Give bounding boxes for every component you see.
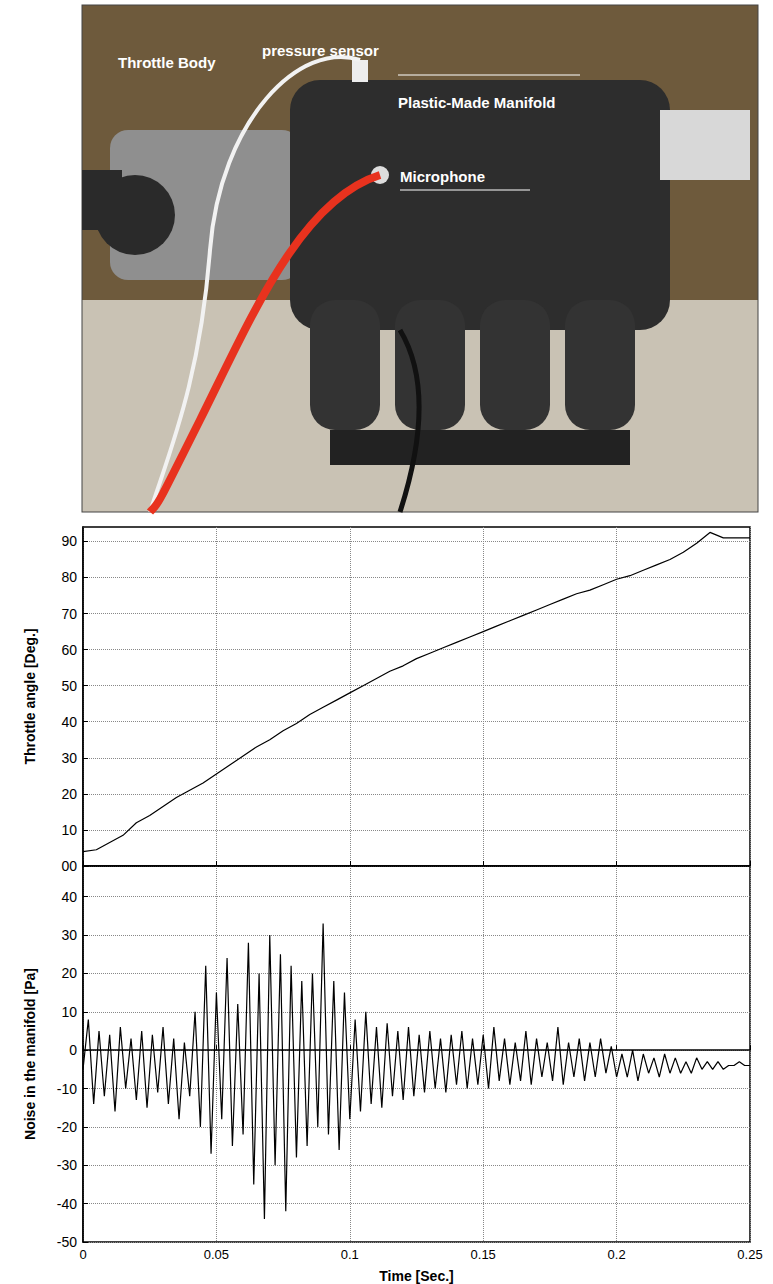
svg-text:80: 80 (61, 569, 77, 585)
svg-text:30: 30 (61, 750, 77, 766)
svg-text:0: 0 (69, 1042, 77, 1058)
svg-text:60: 60 (61, 642, 77, 658)
svg-text:0.1: 0.1 (341, 1247, 359, 1262)
svg-text:10: 10 (61, 822, 77, 838)
svg-text:Microphone: Microphone (400, 168, 485, 185)
svg-text:0.15: 0.15 (471, 1247, 496, 1262)
svg-text:-40: -40 (57, 1196, 77, 1212)
svg-text:10: 10 (61, 1004, 77, 1020)
svg-text:-20: -20 (57, 1119, 77, 1135)
svg-text:0: 0 (79, 1247, 86, 1262)
svg-text:Throttle angle [Deg.]: Throttle angle [Deg.] (22, 628, 38, 764)
svg-text:30: 30 (61, 927, 77, 943)
svg-text:pressure sensor: pressure sensor (262, 42, 379, 59)
svg-text:0.2: 0.2 (608, 1247, 626, 1262)
svg-text:20: 20 (61, 965, 77, 981)
svg-text:90: 90 (61, 533, 77, 549)
svg-text:-10: -10 (57, 1081, 77, 1097)
svg-text:00: 00 (61, 858, 77, 874)
svg-text:20: 20 (61, 786, 77, 802)
svg-text:0.05: 0.05 (204, 1247, 229, 1262)
svg-text:40: 40 (61, 889, 77, 905)
svg-text:Noise in the manifold [Pa]: Noise in the manifold [Pa] (22, 968, 38, 1140)
svg-text:Time [Sec.]: Time [Sec.] (379, 1268, 453, 1284)
svg-text:Throttle Body: Throttle Body (118, 54, 216, 71)
svg-text:50: 50 (61, 678, 77, 694)
svg-text:70: 70 (61, 606, 77, 622)
svg-text:40: 40 (61, 714, 77, 730)
svg-text:0.25: 0.25 (737, 1247, 762, 1262)
svg-text:Plastic-Made Manifold: Plastic-Made Manifold (398, 94, 556, 111)
svg-text:-50: -50 (57, 1234, 77, 1250)
svg-text:-30: -30 (57, 1157, 77, 1173)
